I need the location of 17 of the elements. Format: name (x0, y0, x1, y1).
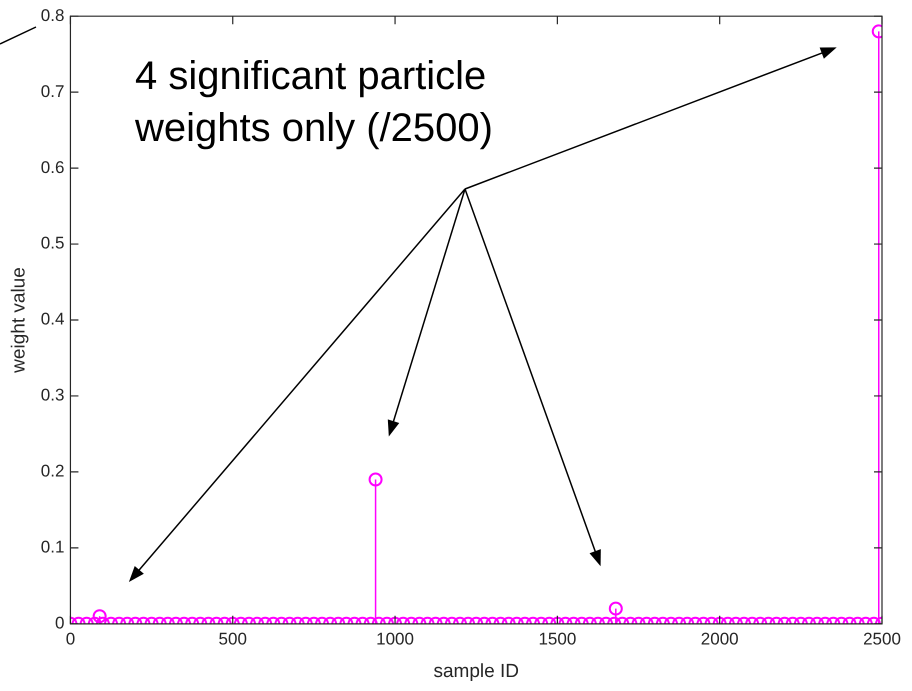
y-tick-label: 0.5 (40, 234, 64, 253)
x-tick-label: 2500 (863, 630, 901, 649)
y-tick-label: 0.4 (40, 310, 64, 329)
x-tick-label: 500 (218, 630, 247, 649)
x-tick-label: 2000 (700, 630, 739, 649)
x-tick-label: 1500 (538, 630, 576, 649)
annotation: 4 significant particle weights only (/2500) (135, 53, 494, 152)
y-tick-label: 0.8 (40, 6, 64, 25)
y-tick-label: 0.1 (40, 538, 64, 557)
y-axis-title: weight value (8, 267, 30, 374)
y-tick-label: 0.7 (40, 82, 64, 101)
x-tick-label: 1000 (376, 630, 414, 649)
x-axis-title: sample ID (433, 660, 519, 682)
y-tick-label: 0 (54, 613, 64, 632)
y-tick-label: 0.6 (40, 158, 64, 177)
y-tick-label: 0.3 (40, 386, 64, 405)
y-tick-label: 0.2 (40, 462, 64, 481)
